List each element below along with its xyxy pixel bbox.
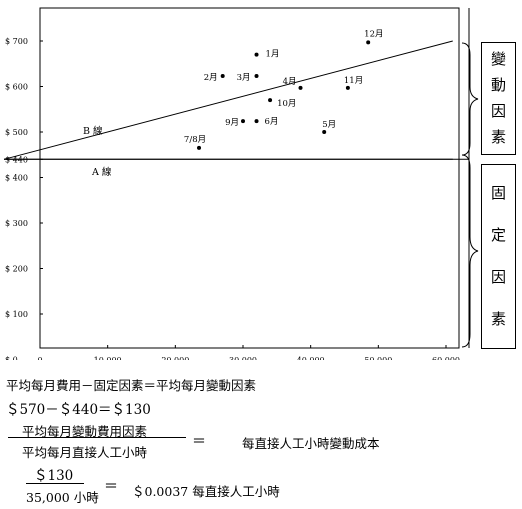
x-tick-label: 0 (37, 356, 42, 360)
fraction-2-denominator: 35,000 小時 (26, 490, 99, 505)
point-label: 6月 (265, 117, 279, 127)
y-tick-label: $ 200 (5, 265, 28, 274)
data-point (254, 119, 259, 124)
fixed-char: 定 (490, 226, 506, 245)
formula-line-2: ＄570－＄440＝＄130 (6, 402, 151, 418)
variable-factor-box: 變 動 因 素 (481, 42, 516, 155)
y-tick-label: $ 100 (5, 310, 28, 319)
scatter-chart: $ 0$ 100$ 200$ 300$ 400$ 440$ 500$ 600$ … (3, 7, 479, 361)
y-tick-label: $ 600 (5, 83, 28, 92)
equals-sign-1: ＝ (192, 434, 206, 450)
fixed-factor-box: 固 定 因 素 (481, 164, 516, 349)
y-tick-label: $ 0 (5, 356, 18, 361)
variable-char: 變 (490, 50, 506, 69)
x-tick-label: 30,000 (229, 356, 257, 360)
x-tick-label: 50,000 (364, 356, 392, 360)
equals-sign-2: ＝ (104, 479, 118, 495)
point-label: 1月 (266, 50, 280, 60)
data-point (298, 85, 303, 90)
point-label: 2月 (204, 73, 218, 83)
point-label: 12月 (364, 29, 383, 39)
y-tick-label: $ 400 (5, 174, 28, 183)
fraction-2-bar (26, 483, 84, 484)
point-label: 9月 (225, 118, 239, 128)
variable-char: 動 (490, 76, 506, 95)
data-point (220, 74, 225, 79)
fixed-char: 素 (490, 309, 506, 328)
fraction-1-numerator: 平均每月變動費用因素 (22, 424, 148, 439)
fixed-char: 因 (490, 267, 506, 286)
formula-line-1: 平均每月費用－固定因素＝平均每月變動因素 (6, 378, 257, 393)
data-point (366, 40, 371, 45)
fraction-2-result: ＄0.0037 每直接人工小時 (132, 484, 280, 499)
y-tick-label: $ 500 (5, 128, 28, 137)
variable-char: 因 (490, 101, 506, 120)
variable-brace (461, 42, 479, 156)
fraction-1-denominator: 平均每月直接人工小時 (22, 445, 148, 460)
point-label: 3月 (237, 73, 251, 83)
x-tick-label: 40,000 (297, 356, 325, 360)
data-point (254, 52, 259, 57)
data-point (345, 85, 350, 90)
x-tick-label: 20,000 (161, 356, 189, 360)
line-label: B 線 (83, 125, 103, 137)
fixed-char: 固 (490, 184, 506, 203)
fraction-1-bar (8, 437, 186, 438)
point-label: 7/8月 (184, 135, 206, 145)
point-label: 5月 (322, 120, 336, 130)
y-tick-label: $ 700 (5, 37, 28, 46)
fraction-2-numerator: ＄130 (34, 468, 74, 484)
trend-line (3, 40, 453, 160)
x-tick-label: 60,000 (432, 356, 460, 360)
line-label: A 線 (91, 166, 112, 178)
plot-frame (39, 7, 460, 349)
point-label: 4月 (283, 77, 297, 87)
data-point (197, 145, 202, 150)
x-tick-label: 10,000 (94, 356, 122, 360)
fraction-1-result: 每直接人工小時變動成本 (242, 436, 380, 451)
data-point (254, 74, 259, 79)
data-point (268, 98, 273, 103)
point-label: 10月 (277, 99, 296, 109)
point-label: 11月 (344, 76, 363, 86)
variable-char: 素 (490, 127, 506, 146)
y-tick-label: $ 300 (5, 219, 28, 228)
fixed-brace (461, 154, 479, 348)
data-point (241, 119, 245, 124)
data-point (322, 130, 327, 134)
